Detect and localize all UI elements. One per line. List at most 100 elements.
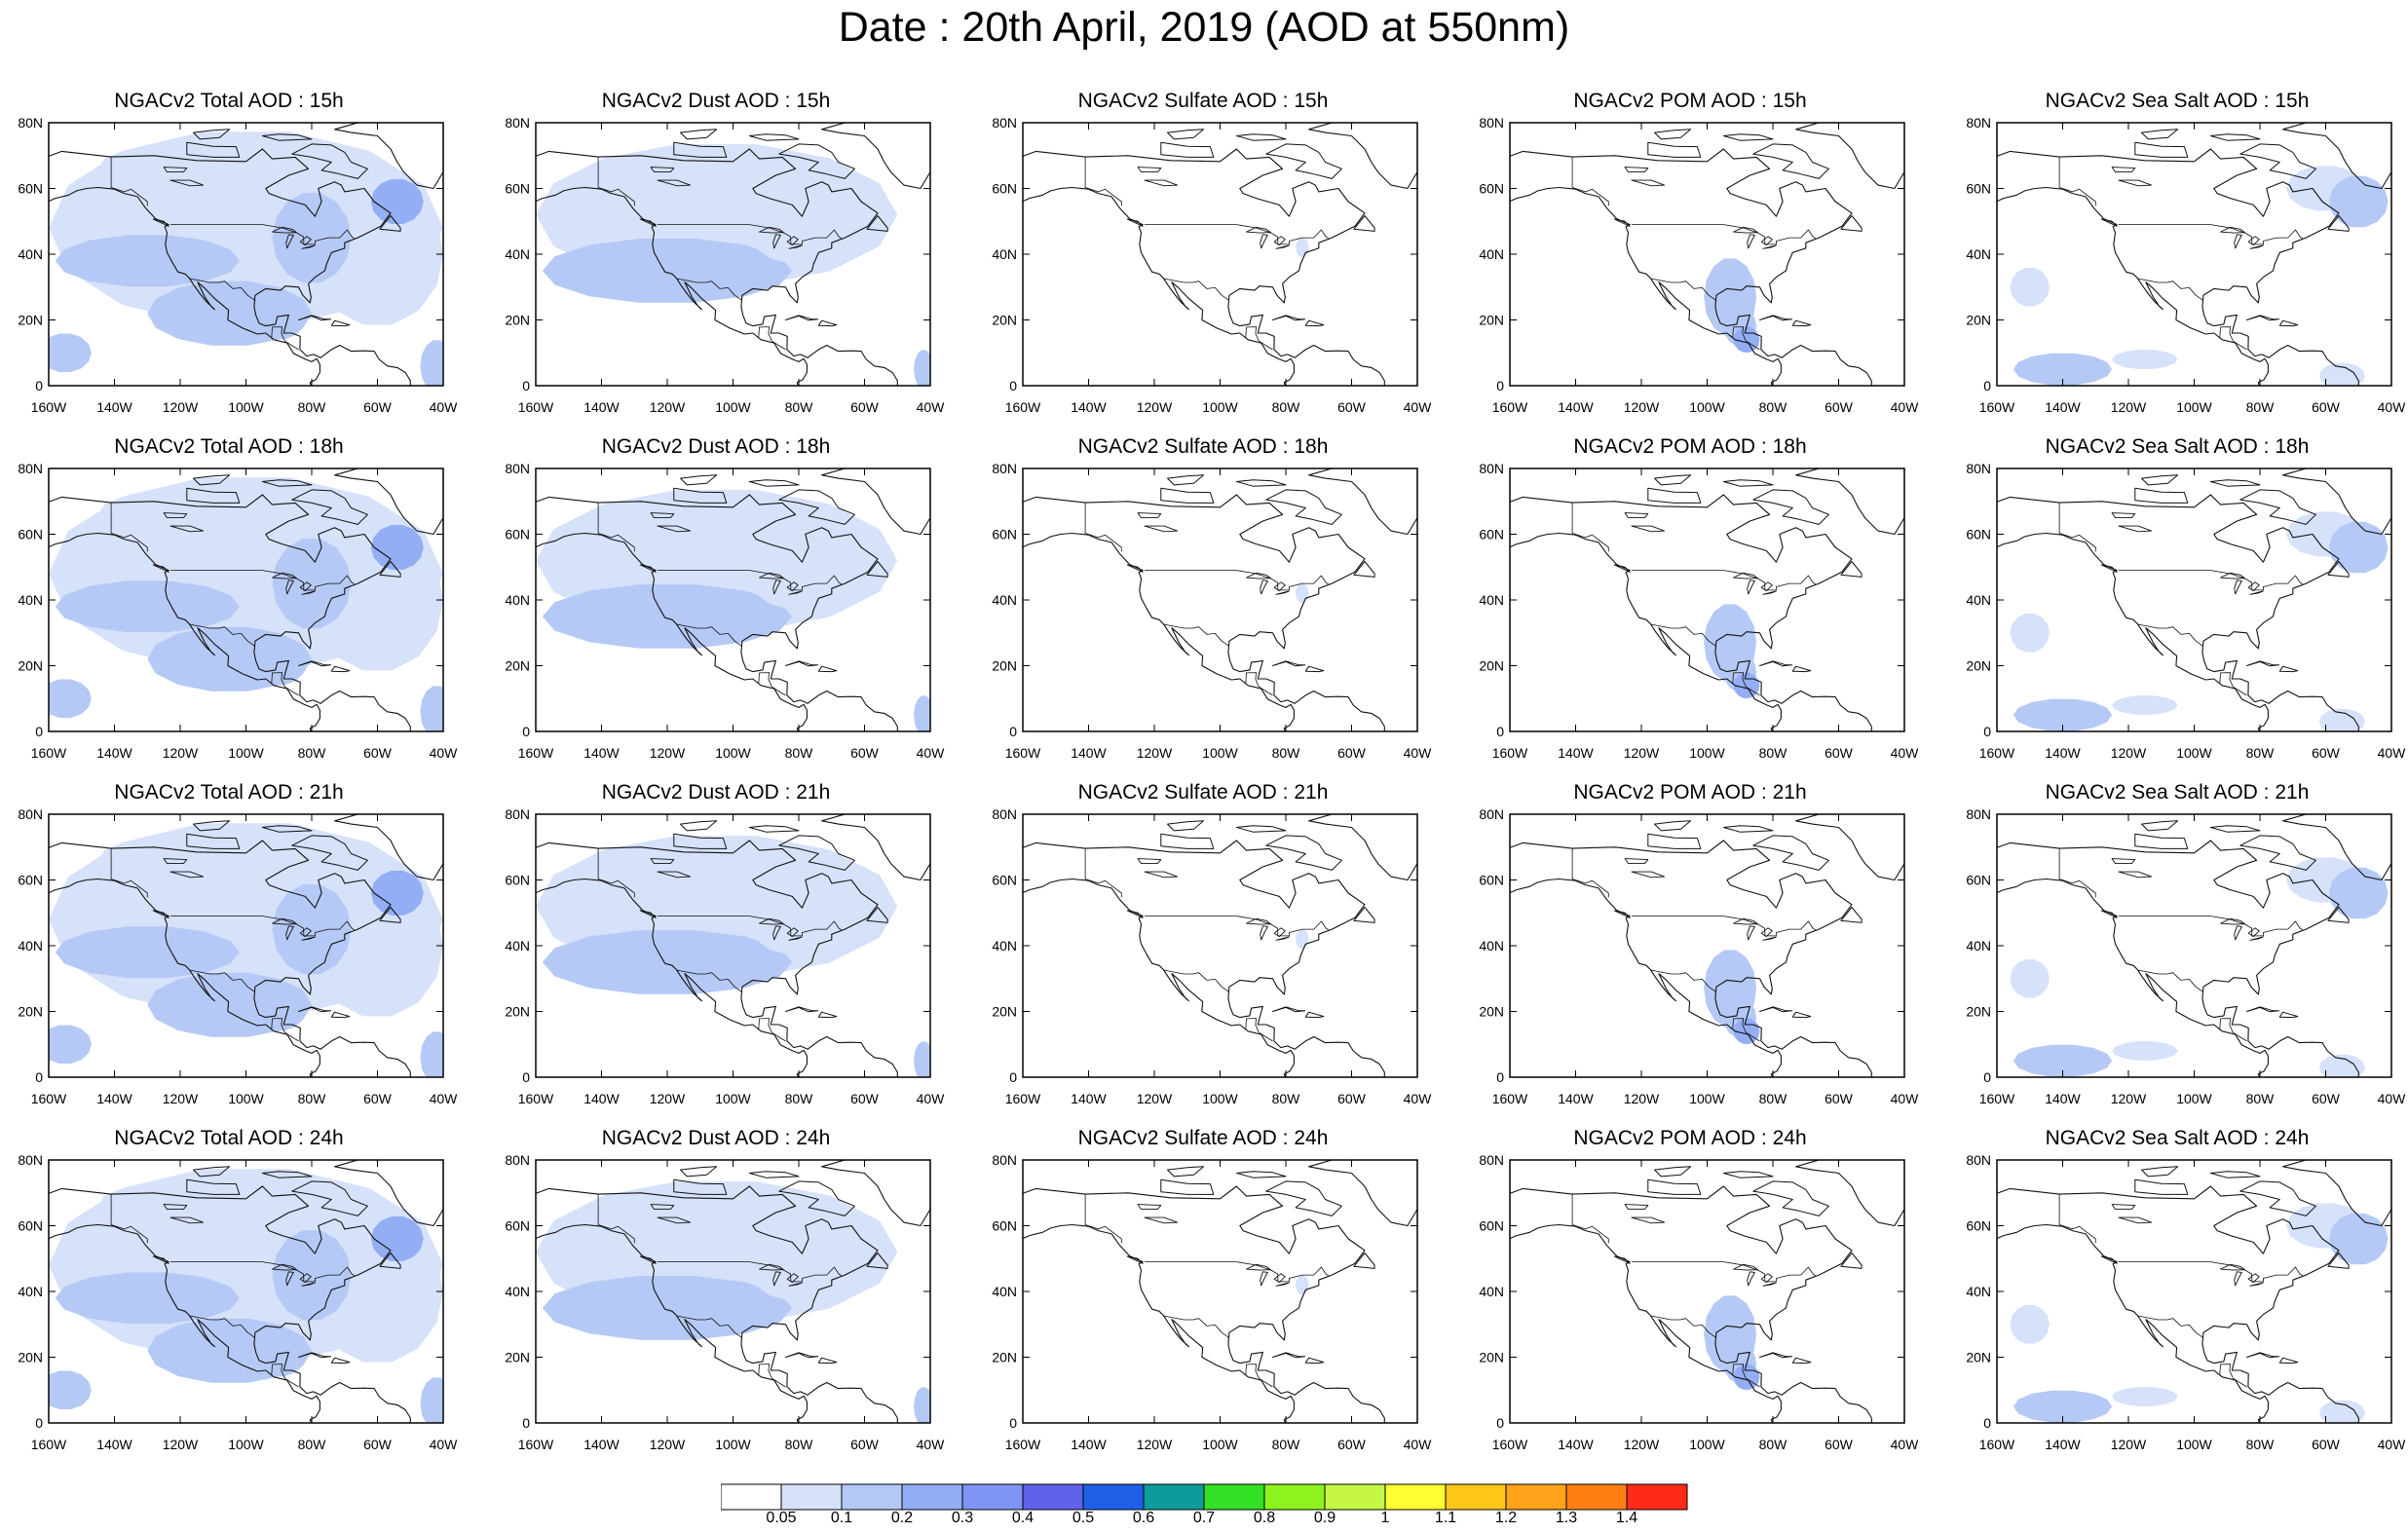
lat-tick-label: 20N bbox=[1966, 1350, 1991, 1365]
lat-tick-label: 80N bbox=[1479, 806, 1504, 822]
lon-tick-label: 160W bbox=[31, 1091, 67, 1106]
country-border bbox=[1650, 623, 1717, 647]
lon-tick-label: 80W bbox=[1759, 745, 1788, 761]
island-coastline bbox=[680, 820, 718, 832]
lake-outline bbox=[1624, 167, 1649, 173]
greenland-coastline bbox=[821, 814, 930, 881]
country-border bbox=[2137, 278, 2204, 301]
lon-tick-label: 40W bbox=[2378, 1437, 2406, 1452]
coastline bbox=[1997, 494, 2359, 731]
lon-tick-label: 140W bbox=[96, 745, 132, 761]
island-coastline bbox=[291, 489, 368, 525]
aod-shading bbox=[542, 239, 793, 303]
lat-tick-label: 20N bbox=[1479, 1004, 1504, 1020]
lake-outline bbox=[1624, 1204, 1649, 1211]
coastline bbox=[1997, 1185, 2359, 1423]
lon-tick-label: 100W bbox=[228, 1437, 264, 1452]
island-coastline bbox=[1647, 1178, 1702, 1195]
coastline bbox=[536, 840, 898, 1077]
lat-tick-label: 40N bbox=[18, 1284, 43, 1299]
aod-shading bbox=[1733, 1364, 1760, 1390]
aod-shading bbox=[914, 1041, 930, 1077]
island-coastline bbox=[1235, 1171, 1287, 1178]
lake-outline bbox=[272, 572, 297, 580]
country-border bbox=[110, 157, 148, 206]
lat-tick-label: 0 bbox=[1009, 378, 1017, 393]
island-coastline bbox=[1265, 1180, 1342, 1216]
country-border bbox=[1144, 916, 1330, 937]
lon-tick-label: 60W bbox=[363, 1437, 393, 1452]
lat-tick-label: 40N bbox=[505, 592, 530, 608]
colorbar-swatch bbox=[721, 1483, 782, 1511]
map-plot: 160W 140W 120W 100W 80W 60W 40W 0 20N 40N 60N 80N bbox=[1479, 1152, 1919, 1452]
aod-shading bbox=[1296, 583, 1309, 604]
country-border bbox=[2058, 157, 2096, 206]
lat-tick-label: 60N bbox=[505, 873, 530, 888]
lake-outline bbox=[1260, 580, 1268, 595]
lon-tick-label: 140W bbox=[583, 399, 620, 415]
map-frame bbox=[1996, 1159, 2392, 1424]
country-border bbox=[169, 1261, 356, 1283]
lon-tick-label: 140W bbox=[1558, 1437, 1594, 1452]
country-border bbox=[189, 969, 256, 992]
aod-shading bbox=[49, 1370, 92, 1409]
lake-outline bbox=[772, 925, 781, 941]
lake-outline bbox=[2247, 927, 2260, 938]
lon-tick-label: 100W bbox=[1689, 1091, 1725, 1106]
lake-outline bbox=[1624, 512, 1649, 519]
map-panel-seasalt: NGACv2 Sea Salt AOD : 18h 160W 140W 120W 100… bbox=[1948, 346, 2406, 789]
map-panel-seasalt: NGACv2 Sea Salt AOD : 21h 160W 140W 120W 100… bbox=[1948, 692, 2406, 1135]
lat-tick-label: 0 bbox=[522, 378, 530, 393]
island-coastline bbox=[817, 319, 838, 327]
lat-tick-label: 40N bbox=[1966, 246, 1991, 262]
lon-tick-label: 100W bbox=[228, 745, 264, 761]
coastline bbox=[1510, 1185, 1872, 1423]
lake-outline bbox=[1747, 1271, 1755, 1287]
lake-outline bbox=[301, 1282, 316, 1287]
country-border bbox=[597, 1194, 635, 1244]
island-coastline bbox=[673, 833, 728, 849]
country-border bbox=[169, 916, 356, 937]
island-coastline bbox=[680, 129, 718, 140]
lon-tick-label: 80W bbox=[1272, 745, 1301, 761]
lon-tick-label: 80W bbox=[298, 1437, 327, 1452]
island-coastline bbox=[1654, 474, 1692, 486]
island-coastline bbox=[2141, 129, 2179, 140]
lon-tick-label: 40W bbox=[917, 1091, 945, 1106]
lake-outline bbox=[1631, 871, 1666, 879]
lat-tick-label: 0 bbox=[1009, 1069, 1017, 1085]
lon-tick-label: 60W bbox=[1337, 745, 1367, 761]
map-panel-pom: NGACv2 POM AOD : 18h 160W 140W 120W 100W 80W 6… bbox=[1461, 346, 1919, 789]
country-border bbox=[271, 326, 299, 351]
greenland-coastline bbox=[2282, 1160, 2391, 1227]
aod-shading bbox=[2112, 695, 2178, 715]
greenland-coastline bbox=[1308, 814, 1417, 881]
panel-title: NGACv2 POM AOD : 24h bbox=[1573, 1127, 1807, 1149]
island-coastline bbox=[298, 660, 332, 667]
lat-tick-label: 20N bbox=[1479, 1350, 1504, 1365]
lake-outline bbox=[169, 525, 205, 533]
island-coastline bbox=[1235, 825, 1287, 833]
island-coastline bbox=[1160, 1178, 1215, 1195]
lat-tick-label: 60N bbox=[18, 527, 43, 542]
panel-title: NGACv2 Total AOD : 18h bbox=[114, 435, 344, 458]
aod-shading bbox=[97, 492, 230, 538]
colorbar-swatch bbox=[1203, 1483, 1265, 1511]
lake-outline bbox=[299, 581, 312, 592]
lake-outline bbox=[301, 936, 316, 941]
island-coastline bbox=[2246, 1006, 2280, 1013]
lon-tick-label: 80W bbox=[1759, 1091, 1788, 1106]
aod-shading bbox=[252, 1337, 306, 1377]
island-coastline bbox=[817, 1011, 838, 1019]
lat-tick-label: 80N bbox=[18, 806, 43, 822]
lat-tick-label: 60N bbox=[992, 527, 1017, 542]
lake-outline bbox=[169, 871, 205, 879]
colorbar-swatch bbox=[961, 1483, 1024, 1511]
panel-title: NGACv2 Total AOD : 15h bbox=[114, 90, 344, 112]
aod-shading bbox=[2328, 1213, 2389, 1265]
map-plot: 160W 140W 120W 100W 80W 60W 40W 0 20N 40N 60N 80N bbox=[18, 806, 458, 1106]
greenland-coastline bbox=[1308, 1160, 1417, 1227]
island-coastline bbox=[778, 489, 855, 525]
lat-tick-label: 40N bbox=[1479, 592, 1504, 608]
island-coastline bbox=[1235, 479, 1287, 487]
